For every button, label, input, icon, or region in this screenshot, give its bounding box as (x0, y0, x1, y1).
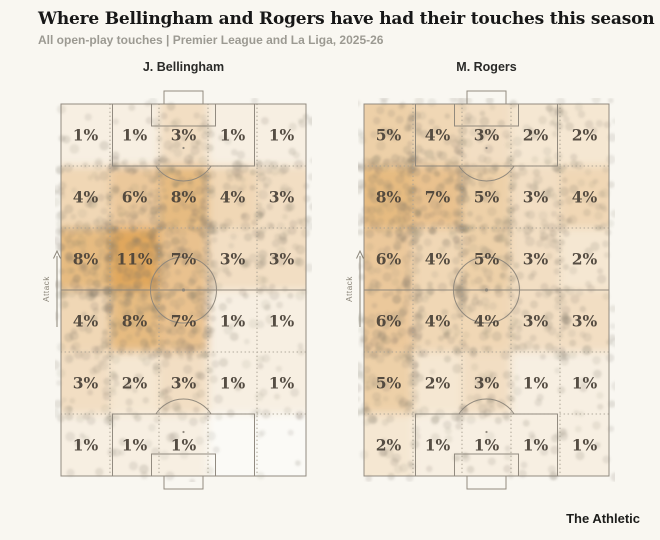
svg-text:3%: 3% (73, 374, 99, 393)
svg-text:6%: 6% (376, 250, 402, 269)
svg-text:1%: 1% (572, 374, 598, 393)
svg-text:11%: 11% (116, 250, 153, 269)
svg-text:1%: 1% (572, 436, 598, 455)
svg-text:4%: 4% (73, 312, 99, 331)
svg-text:4%: 4% (220, 188, 246, 207)
svg-text:4%: 4% (425, 250, 451, 269)
svg-text:8%: 8% (171, 188, 197, 207)
page-title: Where Bellingham and Rogers have had the… (38, 9, 655, 29)
svg-text:8%: 8% (376, 188, 402, 207)
svg-text:2%: 2% (376, 436, 402, 455)
svg-text:3%: 3% (171, 374, 197, 393)
svg-text:4%: 4% (425, 312, 451, 331)
svg-text:8%: 8% (73, 250, 99, 269)
svg-text:1%: 1% (269, 126, 295, 145)
svg-text:5%: 5% (376, 126, 402, 145)
svg-text:1%: 1% (122, 126, 148, 145)
svg-text:1%: 1% (269, 312, 295, 331)
svg-text:2%: 2% (523, 126, 549, 145)
brand-logo: The Athletic (566, 511, 640, 526)
svg-text:3%: 3% (269, 250, 295, 269)
svg-text:1%: 1% (122, 436, 148, 455)
svg-text:1%: 1% (220, 374, 246, 393)
svg-text:2%: 2% (572, 250, 598, 269)
svg-text:3%: 3% (220, 250, 246, 269)
svg-text:1%: 1% (73, 126, 99, 145)
svg-text:5%: 5% (376, 374, 402, 393)
pitch-heatmap-bellingham: 1% 1% 3% 1% 1% 4% 6% 8% 4% 3% 8% 11% 7% 3% 3% 4% 8% 7% 1% 1… (55, 90, 312, 490)
svg-text:1%: 1% (425, 436, 451, 455)
svg-text:1%: 1% (220, 312, 246, 331)
svg-text:2%: 2% (572, 126, 598, 145)
svg-text:1%: 1% (474, 436, 500, 455)
svg-text:4%: 4% (572, 188, 598, 207)
page-subtitle: All open-play touches | Premier League a… (38, 33, 384, 47)
svg-text:8%: 8% (122, 312, 148, 331)
svg-text:1%: 1% (269, 374, 295, 393)
bellingham-figure: J. Bellingham Attack 1% 1% 3% 1% 1% 4% 6% 8% 4% 3… (41, 58, 326, 518)
svg-text:3%: 3% (523, 312, 549, 331)
svg-text:3%: 3% (523, 250, 549, 269)
svg-text:1%: 1% (73, 436, 99, 455)
svg-text:5%: 5% (474, 250, 500, 269)
svg-text:5%: 5% (474, 188, 500, 207)
svg-text:4%: 4% (425, 126, 451, 145)
svg-text:3%: 3% (523, 188, 549, 207)
svg-text:4%: 4% (73, 188, 99, 207)
svg-text:1%: 1% (523, 436, 549, 455)
svg-text:7%: 7% (425, 188, 451, 207)
svg-text:2%: 2% (425, 374, 451, 393)
svg-text:6%: 6% (376, 312, 402, 331)
svg-text:3%: 3% (474, 126, 500, 145)
svg-text:4%: 4% (474, 312, 500, 331)
svg-text:3%: 3% (269, 188, 295, 207)
svg-text:7%: 7% (171, 312, 197, 331)
svg-text:1%: 1% (220, 126, 246, 145)
player-name-bellingham: J. Bellingham (142, 60, 225, 74)
svg-text:6%: 6% (122, 188, 148, 207)
svg-text:3%: 3% (572, 312, 598, 331)
svg-text:1%: 1% (523, 374, 549, 393)
rogers-figure: M. Rogers Attack 5% 4% 3% 2% 2% 8% 7% 5% 3% 4% 6% 4… (344, 58, 629, 518)
svg-text:3%: 3% (171, 126, 197, 145)
svg-text:1%: 1% (171, 436, 197, 455)
pitch-heatmap-rogers: 5% 4% 3% 2% 2% 8% 7% 5% 3% 4% 6% 4% 5% 3% 2% 6% 4% 4% 3% 3%… (358, 90, 615, 490)
player-name-rogers: M. Rogers (456, 60, 517, 74)
svg-text:7%: 7% (171, 250, 197, 269)
svg-text:3%: 3% (474, 374, 500, 393)
svg-text:2%: 2% (122, 374, 148, 393)
